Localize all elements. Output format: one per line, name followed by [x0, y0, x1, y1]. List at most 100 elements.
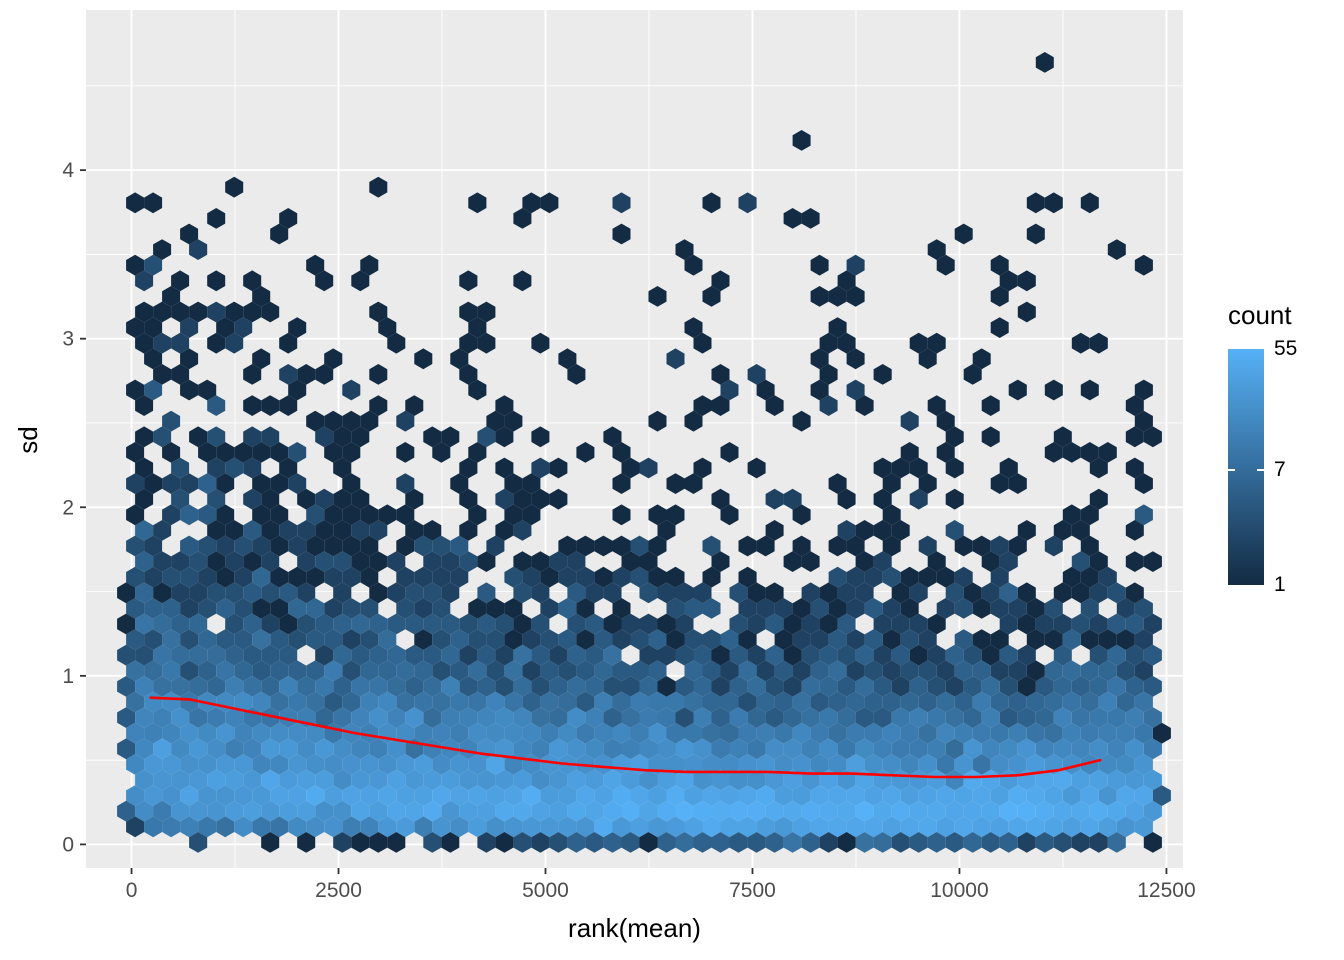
hex-cell: [234, 660, 253, 682]
hex-cell: [252, 535, 271, 557]
hex-cell: [144, 629, 163, 650]
hex-cell: [1089, 800, 1108, 822]
hex-cell: [1017, 832, 1036, 853]
hex-cell: [180, 566, 199, 588]
hex-cell: [684, 754, 703, 775]
hex-cell: [378, 691, 397, 713]
hex-cell: [378, 816, 397, 838]
hex-cell: [990, 254, 1009, 276]
hex-cell: [225, 457, 244, 479]
hex-cell: [162, 286, 181, 307]
hex-cell: [1143, 613, 1162, 635]
hex-cell: [585, 644, 604, 666]
hex-cell: [297, 676, 316, 697]
hex-cell: [1089, 832, 1108, 853]
hex-cell: [225, 738, 244, 760]
hex-cell: [909, 332, 928, 354]
hex-cell: [810, 598, 829, 619]
hex-cell: [252, 348, 271, 370]
hex-cell: [216, 816, 235, 838]
hex-cell: [1107, 769, 1126, 791]
hex-cell: [396, 660, 415, 682]
hex-cell: [1080, 785, 1099, 806]
hex-cell: [909, 457, 928, 479]
hex-cell: [864, 566, 883, 588]
hex-cell: [1143, 551, 1162, 572]
hex-cell: [396, 442, 415, 463]
hex-cell: [270, 598, 289, 619]
hex-cell: [369, 613, 388, 635]
hex-cell: [810, 379, 829, 401]
hex-cell: [783, 800, 802, 822]
hex-cell: [891, 520, 910, 541]
hex-cell: [342, 442, 361, 463]
hex-cell: [495, 800, 514, 822]
hex-cell: [225, 676, 244, 697]
hex-cell: [585, 613, 604, 635]
hex-cell: [612, 660, 631, 682]
hex-cell: [360, 254, 379, 276]
hex-cell: [504, 473, 523, 494]
hex-cell: [819, 800, 838, 822]
hex-cell: [792, 535, 811, 557]
hex-cell: [153, 239, 172, 260]
hex-cell: [801, 613, 820, 635]
hex-cell: [576, 722, 595, 744]
hex-cell: [792, 504, 811, 526]
hex-cell: [522, 566, 541, 588]
hex-cell: [324, 598, 343, 619]
hex-cell: [126, 504, 145, 526]
hex-cell: [810, 348, 829, 370]
hex-cell: [720, 754, 739, 775]
hex-cell: [171, 270, 190, 292]
hex-cell: [288, 816, 307, 838]
hex-cell: [1098, 629, 1117, 650]
hex-cell: [135, 301, 154, 323]
hex-cell: [1134, 691, 1153, 713]
hex-cell: [774, 754, 793, 775]
hex-cell: [198, 816, 217, 838]
hex-cell: [378, 317, 397, 338]
hex-cell: [360, 535, 379, 557]
hex-cell: [891, 613, 910, 635]
hex-cell: [216, 504, 235, 526]
hex-cell: [747, 832, 766, 853]
hex-cell: [531, 488, 550, 510]
hex-cell: [1089, 707, 1108, 728]
hex-cell: [819, 832, 838, 853]
hex-cell: [711, 676, 730, 697]
hex-cell: [648, 816, 667, 838]
hex-cell: [882, 785, 901, 806]
hex-cell: [1008, 598, 1027, 619]
hex-cell: [846, 660, 865, 682]
hex-cell: [1062, 691, 1081, 713]
hex-cell: [693, 395, 712, 416]
hex-cell: [648, 535, 667, 557]
hex-cell: [216, 598, 235, 619]
hex-cell: [378, 754, 397, 775]
hex-cell: [270, 660, 289, 682]
hex-cell: [378, 785, 397, 806]
hex-cell: [603, 738, 622, 760]
hex-cell: [1080, 629, 1099, 650]
hex-cell: [954, 754, 973, 775]
hex-cell: [369, 676, 388, 697]
hex-cell: [909, 769, 928, 791]
hex-cell: [630, 785, 649, 806]
hex-cell: [252, 629, 271, 650]
hex-cell: [1053, 738, 1072, 760]
hex-cell: [126, 473, 145, 494]
hex-cell: [909, 832, 928, 853]
hex-cell: [144, 254, 163, 276]
hex-cell: [882, 691, 901, 713]
hex-cell: [495, 395, 514, 416]
hex-cell: [729, 800, 748, 822]
hex-cell: [657, 832, 676, 853]
hex-cell: [234, 816, 253, 838]
hex-cell: [405, 800, 424, 822]
hex-cell: [603, 613, 622, 635]
hex-cell: [315, 738, 334, 760]
hex-cell: [909, 613, 928, 635]
hex-cell: [792, 130, 811, 151]
hex-cell: [972, 535, 991, 557]
